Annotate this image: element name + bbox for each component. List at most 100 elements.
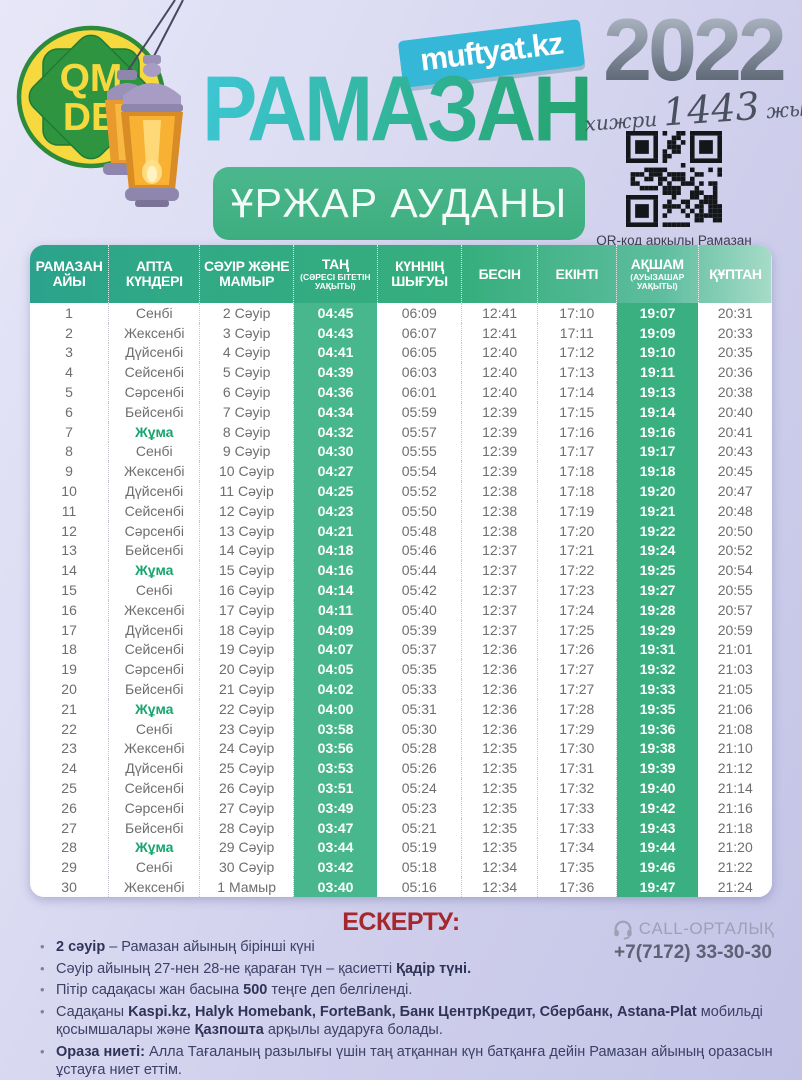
table-row: 14 Жұма 15 Сәуір 04:16 05:44 12:37 17:22 19:25 2…: [30, 560, 772, 581]
cell-besin: 12:40: [461, 342, 538, 363]
cell-day: 20: [30, 679, 110, 699]
cell-aksham: 19:21: [616, 500, 699, 521]
cell-date: 22 Сәуір: [199, 698, 294, 719]
cell-kuptan: 20:47: [717, 483, 753, 500]
cell-sunrise: 06:09: [377, 303, 463, 323]
cell-besin: 12:41: [461, 322, 538, 343]
cell-kuptan: 20:31: [717, 304, 753, 321]
cell-day: 18: [30, 639, 110, 660]
cell-sunrise: 05:37: [377, 639, 463, 660]
callcenter-label: CALL-ОРТАЛЫҚ: [638, 919, 775, 938]
cell-date: 2 Сәуір: [199, 303, 294, 323]
table-row: 24 Дүйсенбі 25 Сәуір 03:53 05:26 12:35 17:31 19…: [30, 758, 772, 779]
cell-ekinti: 17:14: [537, 382, 617, 402]
cell-kuptan: 21:01: [717, 641, 753, 658]
table-header: РАМАЗАН АЙЫ АПТА КҮНДЕРІ СӘУІР ЖӘНЕ МАМЫР Т…: [30, 245, 772, 303]
cell-weekday: Сейсенбі: [108, 639, 201, 660]
cell-date: 8 Сәуір: [199, 421, 294, 442]
cell-tan: 04:00: [293, 698, 378, 719]
cell-ekinti: 17:17: [537, 441, 617, 462]
cell-kuptan: 21:05: [717, 681, 753, 698]
cell-sunrise: 05:18: [377, 857, 463, 878]
cell-ekinti: 17:16: [537, 421, 617, 442]
cell-ekinti: 17:33: [537, 817, 617, 838]
cell-weekday: Жексенбі: [108, 877, 201, 897]
cell-kuptan: 21:10: [717, 740, 753, 757]
region-box: ҰРЖАР АУДАНЫ: [213, 167, 585, 240]
cell-weekday: Сәрсенбі: [108, 797, 201, 818]
cell-tan: 04:09: [293, 619, 378, 640]
cell-ekinti: 17:36: [537, 877, 617, 897]
table-row: 12 Сәрсенбі 13 Сәуір 04:21 05:48 12:38 17:20 19…: [30, 520, 772, 541]
cell-day: 16: [30, 599, 110, 620]
cell-aksham: 19:14: [616, 401, 699, 422]
cell-weekday: Жұма: [108, 421, 201, 442]
cell-ekinti: 17:11: [537, 322, 617, 343]
cell-besin: 12:35: [461, 837, 538, 858]
cell-ekinti: 17:21: [537, 540, 617, 561]
cell-sunrise: 05:50: [377, 500, 463, 521]
cell-kuptan: 21:24: [717, 879, 753, 895]
cell-sunrise: 05:55: [377, 441, 463, 462]
cell-tan: 04:11: [293, 599, 378, 620]
cell-besin: 12:35: [461, 817, 538, 838]
cell-besin: 12:37: [461, 560, 538, 581]
cell-ekinti: 17:26: [537, 639, 617, 660]
cell-kuptan: 20:38: [717, 384, 753, 401]
cell-sunrise: 05:16: [377, 877, 463, 897]
table-row: 30 Жексенбі 1 Мамыр 03:40 05:16 12:34 17:36 19:…: [30, 877, 772, 897]
column-header: ЕКІНТІ: [537, 245, 617, 303]
table-row: 4 Сейсенбі 5 Сәуір 04:39 06:03 12:40 17:13 19:1…: [30, 362, 772, 383]
cell-aksham: 19:27: [616, 580, 699, 600]
cell-ekinti: 17:28: [537, 698, 617, 719]
cell-aksham: 19:31: [616, 639, 699, 660]
cell-date: 23 Сәуір: [199, 718, 294, 739]
cell-aksham: 19:33: [616, 679, 699, 699]
table-row: 20 Бейсенбі 21 Сәуір 04:02 05:33 12:36 17:27 19…: [30, 679, 772, 699]
cell-sunrise: 05:52: [377, 481, 463, 501]
cell-aksham: 19:29: [616, 619, 699, 640]
cell-kuptan: 20:35: [717, 344, 753, 361]
cell-aksham: 19:17: [616, 441, 699, 462]
cell-aksham: 19:13: [616, 382, 699, 402]
table-row: 13 Бейсенбі 14 Сәуір 04:18 05:46 12:37 17:21 19…: [30, 540, 772, 561]
cell-ekinti: 17:18: [537, 461, 617, 482]
cell-tan: 03:56: [293, 738, 378, 759]
cell-aksham: 19:25: [616, 560, 699, 581]
cell-weekday: Бейсенбі: [108, 401, 201, 422]
cell-sunrise: 05:39: [377, 619, 463, 640]
cell-tan: 03:51: [293, 778, 378, 798]
cell-date: 1 Мамыр: [199, 877, 294, 897]
cell-ekinti: 17:31: [537, 758, 617, 779]
cell-day: 19: [30, 659, 110, 680]
cell-day: 10: [30, 481, 110, 501]
cell-sunrise: 05:35: [377, 659, 463, 680]
cell-day: 4: [30, 362, 110, 383]
cell-day: 9: [30, 461, 110, 482]
cell-besin: 12:36: [461, 718, 538, 739]
table-row: 26 Сәрсенбі 27 Сәуір 03:49 05:23 12:35 17:33 19…: [30, 797, 772, 818]
table-row: 11 Сейсенбі 12 Сәуір 04:23 05:50 12:38 17:19 19…: [30, 500, 772, 521]
cell-date: 20 Сәуір: [199, 659, 294, 680]
cell-weekday: Жексенбі: [108, 322, 201, 343]
cell-date: 28 Сәуір: [199, 817, 294, 838]
cell-kuptan: 21:03: [717, 661, 753, 678]
note-item: 2 сәуір – Рамазан айының бірінші күні: [34, 938, 779, 957]
cell-day: 28: [30, 837, 110, 858]
cell-weekday: Дүйсенбі: [108, 481, 201, 501]
cell-ekinti: 17:18: [537, 481, 617, 501]
cell-weekday: Сейсенбі: [108, 778, 201, 798]
cell-tan: 04:45: [293, 303, 378, 323]
cell-date: 12 Сәуір: [199, 500, 294, 521]
cell-kuptan: 21:06: [717, 700, 753, 717]
cell-tan: 04:34: [293, 401, 378, 422]
note-item: Садақаны Kaspi.kz, Halyk Homebank, Forte…: [34, 1003, 779, 1040]
prayer-table-body: 1 Сенбі 2 Сәуір 04:45 06:09 12:41 17:10 19:07 20…: [30, 303, 772, 897]
cell-day: 23: [30, 738, 110, 759]
cell-sunrise: 05:26: [377, 758, 463, 779]
cell-kuptan: 20:33: [717, 324, 753, 341]
cell-aksham: 19:32: [616, 659, 699, 680]
cell-weekday: Жексенбі: [108, 599, 201, 620]
column-header: РАМАЗАН АЙЫ: [30, 245, 110, 303]
cell-aksham: 19:35: [616, 698, 699, 719]
